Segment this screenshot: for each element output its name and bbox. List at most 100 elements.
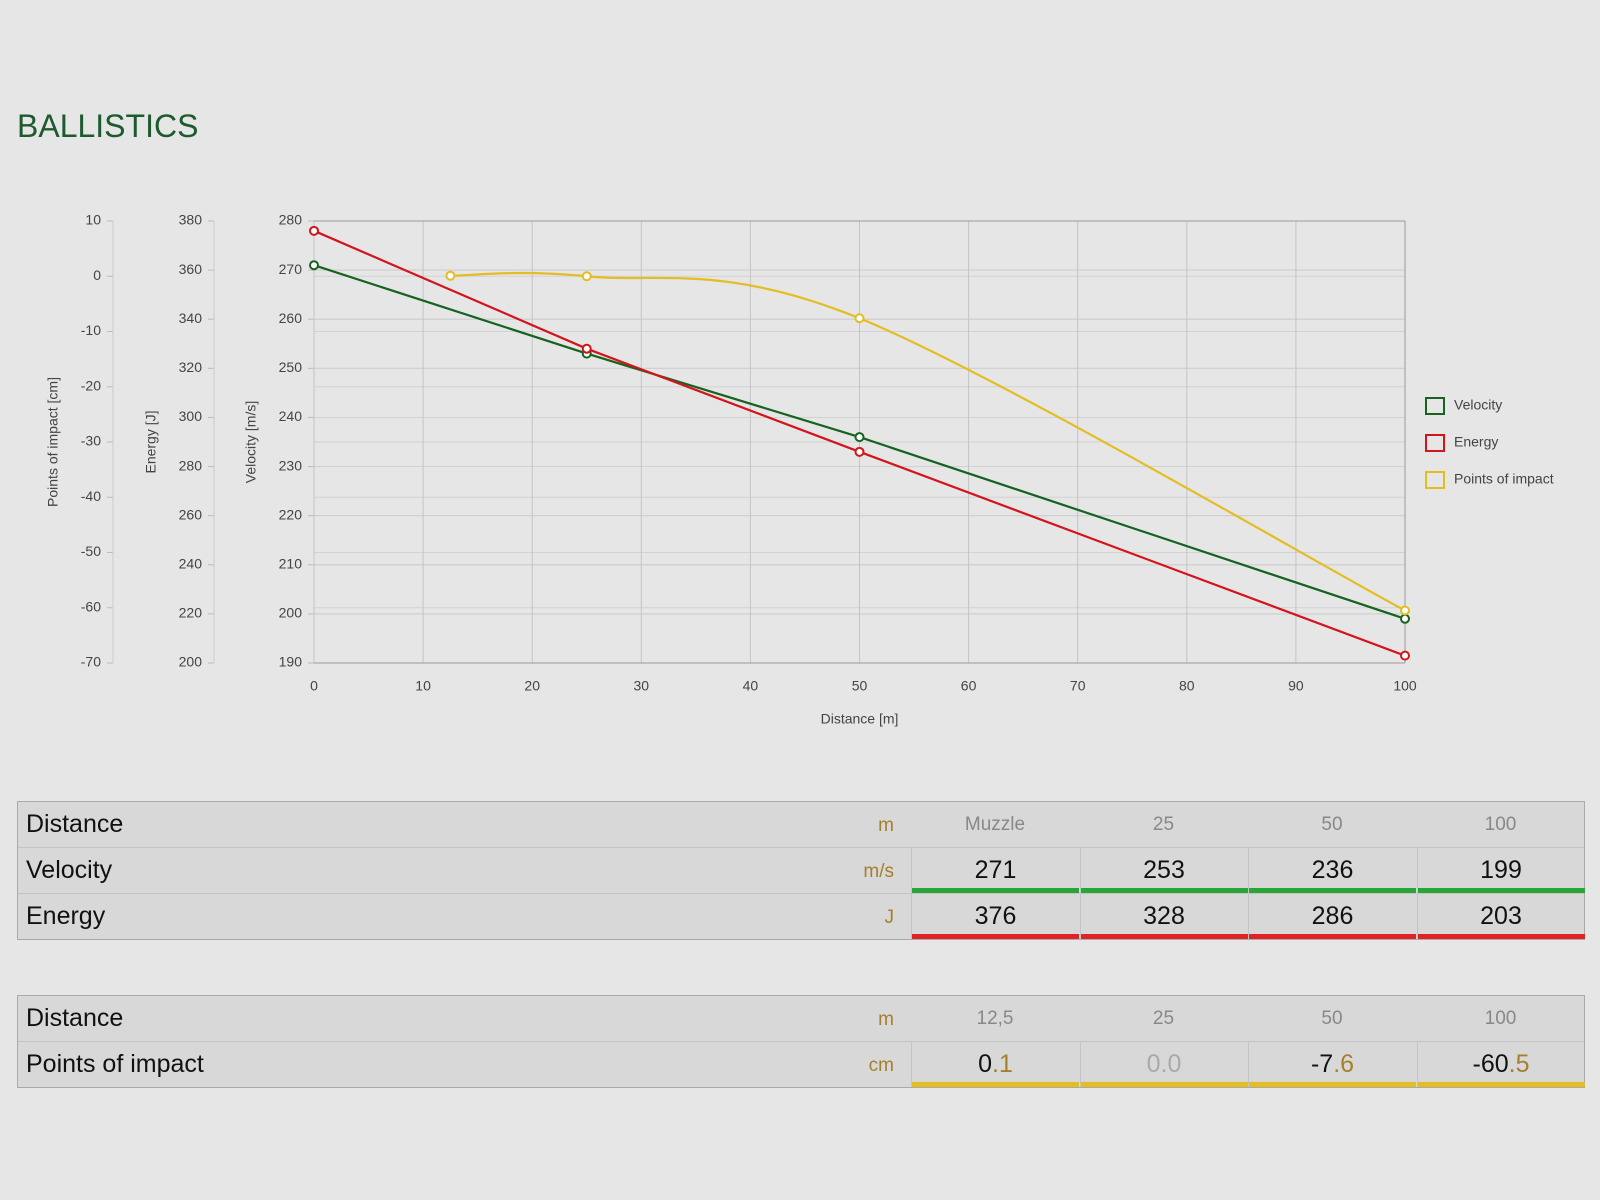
data-point bbox=[854, 432, 865, 443]
table-row: Distance m Muzzle 25 50 100 bbox=[18, 802, 1584, 848]
y-tick-label: 220 bbox=[279, 506, 303, 522]
y-tick-label: 360 bbox=[179, 261, 203, 277]
page-title: BALLISTICS bbox=[17, 108, 199, 144]
y-tick-label: 280 bbox=[279, 212, 303, 228]
x-tick-label: 70 bbox=[1070, 678, 1086, 694]
legend-swatch bbox=[1425, 434, 1445, 452]
x-tick-label: 20 bbox=[524, 678, 540, 694]
y-tick-label: -40 bbox=[81, 488, 101, 504]
y-tick-label: -50 bbox=[81, 543, 101, 559]
row-unit: m/s bbox=[863, 861, 894, 882]
y-tick-label: -10 bbox=[81, 322, 101, 338]
table-cell: 25 bbox=[1152, 814, 1175, 835]
table-cell: 50 bbox=[1321, 814, 1343, 835]
row-label: Distance bbox=[26, 1004, 124, 1032]
table-row: Energy J 376 328 286 203 bbox=[18, 894, 1585, 939]
table-cell: 286 bbox=[1248, 894, 1416, 939]
axis-title: Points of impact [cm] bbox=[45, 377, 61, 507]
legend-label: Energy bbox=[1454, 434, 1498, 450]
data-point bbox=[1400, 650, 1410, 661]
table-cell: 253 bbox=[1079, 848, 1248, 893]
y-tick-label: 210 bbox=[279, 555, 303, 571]
table-cell: 50 bbox=[1321, 1008, 1343, 1029]
row-label: Velocity bbox=[26, 856, 113, 884]
table-cell: Muzzle bbox=[964, 814, 1026, 835]
legend-swatch bbox=[1425, 471, 1445, 489]
y-tick-label: 0 bbox=[93, 267, 101, 283]
x-tick-label: 0 bbox=[310, 678, 318, 694]
table-cell: 203 bbox=[1416, 894, 1585, 939]
x-tick-label: 10 bbox=[415, 678, 431, 694]
series-line bbox=[313, 264, 1406, 620]
y-tick-label: 230 bbox=[279, 457, 303, 473]
value-bar bbox=[1249, 934, 1416, 939]
x-tick-label: 60 bbox=[961, 678, 977, 694]
row-unit: J bbox=[884, 907, 895, 928]
y-tick-label: 10 bbox=[85, 212, 101, 228]
y-tick-label: 240 bbox=[279, 408, 303, 424]
row-unit: m bbox=[878, 1009, 894, 1030]
axis-title: Energy [J] bbox=[143, 410, 159, 473]
value-bar bbox=[1417, 1082, 1585, 1087]
row-unit: cm bbox=[868, 1055, 894, 1076]
x-tick-label: 80 bbox=[1179, 678, 1195, 694]
y-tick-label: 260 bbox=[279, 310, 303, 326]
table-cell: 100 bbox=[1484, 814, 1517, 835]
table-cell: 12,5 bbox=[976, 1008, 1014, 1029]
value-bar bbox=[1080, 934, 1248, 939]
value-bar bbox=[912, 888, 1079, 893]
x-axis-title: Distance [m] bbox=[821, 711, 899, 727]
y-tick-label: 220 bbox=[179, 605, 203, 621]
x-tick-label: 30 bbox=[634, 678, 650, 694]
data-point bbox=[1400, 613, 1410, 624]
table-cell: 376 bbox=[911, 894, 1079, 939]
value-bar bbox=[1249, 888, 1416, 893]
y-tick-label: 320 bbox=[179, 359, 203, 375]
data-table: Distance m Muzzle 25 50 100 Velocity m/s 271 253 2… bbox=[17, 801, 1585, 940]
table-cell: 0.0 bbox=[1079, 1042, 1248, 1087]
data-point bbox=[445, 270, 456, 281]
y-tick-label: 280 bbox=[179, 457, 203, 473]
data-point bbox=[309, 260, 319, 271]
value-bar bbox=[1080, 888, 1248, 893]
data-point bbox=[854, 446, 865, 457]
table-cell: -60.5 bbox=[1416, 1042, 1585, 1087]
value-bar bbox=[1417, 934, 1585, 939]
value-bar bbox=[1249, 1082, 1416, 1087]
data-point bbox=[854, 313, 865, 324]
series-line bbox=[313, 229, 1406, 657]
row-unit: m bbox=[878, 815, 894, 836]
y-tick-label: -60 bbox=[81, 598, 101, 614]
legend-label: Points of impact bbox=[1454, 471, 1554, 487]
value-bar bbox=[1080, 1082, 1248, 1087]
table-cell: -7.6 bbox=[1248, 1042, 1416, 1087]
table-cell: 0.1 bbox=[911, 1042, 1079, 1087]
y-tick-label: -70 bbox=[81, 654, 101, 670]
table-cell: 271 bbox=[911, 848, 1079, 893]
data-point bbox=[581, 343, 592, 354]
row-label: Energy bbox=[26, 902, 106, 930]
y-tick-label: -30 bbox=[81, 433, 101, 449]
x-tick-label: 50 bbox=[852, 678, 868, 694]
y-tick-label: 270 bbox=[279, 261, 303, 277]
y-tick-label: 200 bbox=[179, 654, 203, 670]
y-tick-label: 260 bbox=[179, 506, 203, 522]
axis-title: Velocity [m/s] bbox=[243, 401, 259, 483]
y-tick-label: 300 bbox=[179, 408, 203, 424]
row-label: Points of impact bbox=[26, 1050, 204, 1078]
data-table: Distance m 12,5 25 50 100 Points of impact cm 0.… bbox=[17, 995, 1585, 1088]
row-label: Distance bbox=[26, 810, 124, 838]
series-line bbox=[450, 271, 1406, 612]
table-row: Velocity m/s 271 253 236 199 bbox=[18, 848, 1585, 894]
y-tick-label: 200 bbox=[279, 605, 303, 621]
data-point bbox=[309, 225, 319, 236]
y-tick-label: 240 bbox=[179, 555, 203, 571]
y-tick-label: 340 bbox=[179, 310, 203, 326]
data-point bbox=[581, 271, 592, 282]
table-row: Points of impact cm 0.1 0.0 -7.6 -60.5 bbox=[18, 1042, 1585, 1087]
value-bar bbox=[912, 934, 1079, 939]
y-tick-label: 380 bbox=[179, 212, 203, 228]
x-tick-label: 100 bbox=[1393, 678, 1417, 694]
